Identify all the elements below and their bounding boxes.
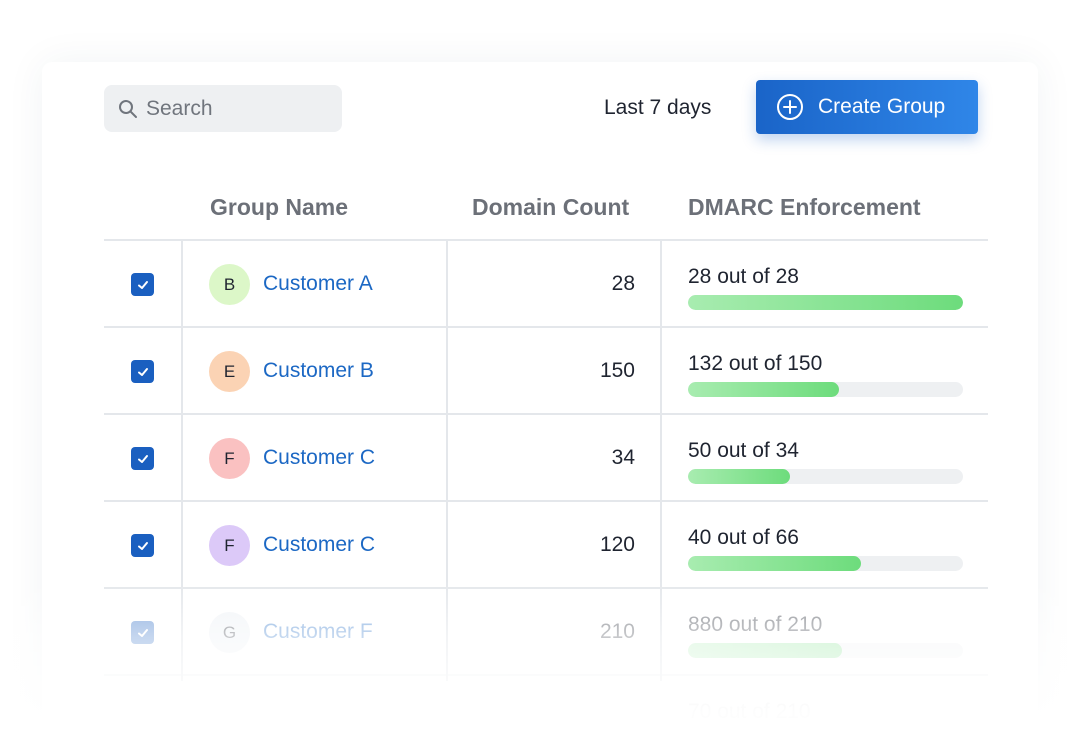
create-group-label: Create Group	[818, 95, 946, 118]
search-icon	[118, 99, 138, 119]
row-divider	[104, 326, 988, 328]
domain-count: 28	[611, 272, 635, 295]
enforcement-progress-fill	[688, 469, 790, 484]
avatar: B	[209, 264, 250, 305]
avatar: G	[209, 612, 250, 653]
row-checkbox[interactable]	[131, 273, 154, 296]
row-checkbox[interactable]	[131, 534, 154, 557]
column-divider	[446, 241, 448, 681]
search-placeholder: Search	[146, 96, 213, 120]
table-row[interactable]: 70 out of 210	[104, 676, 988, 744]
avatar: F	[209, 525, 250, 566]
enforcement-text: 28 out of 28	[688, 265, 799, 288]
enforcement-progress-bar	[688, 643, 963, 658]
table-row[interactable]: F Customer C 34 50 out of 34	[104, 415, 988, 502]
create-group-button[interactable]: Create Group	[756, 80, 978, 134]
check-icon	[137, 280, 148, 289]
avatar: F	[209, 438, 250, 479]
group-name-link[interactable]: Customer F	[263, 620, 373, 643]
header-divider	[104, 239, 988, 241]
row-divider	[104, 413, 988, 415]
table-row[interactable]: F Customer C 120 40 out of 66	[104, 502, 988, 589]
domain-count: 150	[599, 359, 635, 382]
enforcement-text: 40 out of 66	[688, 526, 799, 549]
row-divider	[104, 500, 988, 502]
enforcement-text: 70 out of 210	[688, 700, 811, 723]
row-checkbox[interactable]	[131, 360, 154, 383]
check-icon	[137, 367, 148, 376]
enforcement-progress-fill	[688, 382, 840, 397]
check-icon	[137, 628, 148, 637]
domain-count: 210	[599, 620, 635, 643]
enforcement-text: 880 out of 210	[688, 613, 823, 636]
table-row[interactable]: B Customer A 28 28 out of 28	[104, 241, 988, 328]
column-divider	[181, 241, 183, 681]
column-divider	[660, 241, 662, 681]
enforcement-text: 132 out of 150	[688, 352, 823, 375]
avatar: E	[209, 351, 250, 392]
enforcement-progress-bar	[688, 295, 963, 310]
row-checkbox[interactable]	[131, 447, 154, 470]
enforcement-progress-bar	[688, 382, 963, 397]
header-group-name[interactable]: Group Name	[210, 194, 349, 220]
check-icon	[137, 454, 148, 463]
group-name-link[interactable]: Customer C	[263, 533, 376, 556]
enforcement-progress-fill	[688, 295, 963, 310]
enforcement-progress-fill	[688, 556, 862, 571]
group-name-link[interactable]: Customer A	[263, 272, 373, 295]
plus-circle-icon	[776, 93, 804, 121]
enforcement-progress-bar	[688, 556, 963, 571]
table-row[interactable]: G Customer F 210 880 out of 210	[104, 589, 988, 676]
date-range-selector[interactable]: Last 7 days	[604, 96, 712, 119]
header-dmarc-enforcement[interactable]: DMARC Enforcement	[688, 194, 921, 220]
table-row[interactable]: E Customer B 150 132 out of 150	[104, 328, 988, 415]
domain-count: 34	[611, 446, 635, 469]
row-checkbox[interactable]	[131, 621, 154, 644]
enforcement-progress-bar	[688, 469, 963, 484]
domain-count: 120	[599, 533, 635, 556]
search-input[interactable]: Search	[104, 85, 342, 132]
enforcement-progress-fill	[688, 643, 842, 658]
group-name-link[interactable]: Customer C	[263, 446, 376, 469]
enforcement-text: 50 out of 34	[688, 439, 799, 462]
header-domain-count[interactable]: Domain Count	[472, 194, 630, 220]
check-icon	[137, 541, 148, 550]
group-name-link[interactable]: Customer B	[263, 359, 374, 382]
